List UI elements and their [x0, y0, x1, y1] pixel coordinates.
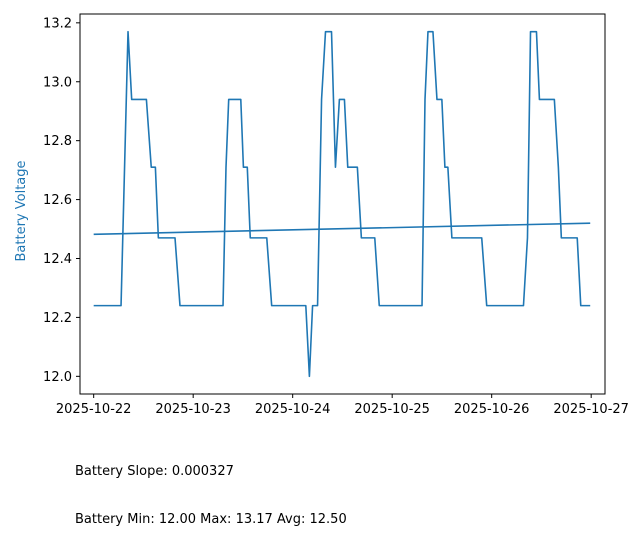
x-tick-label: 2025-10-27 [553, 402, 629, 417]
battery-range-text: Battery Min: 12.00 Max: 13.17 Avg: 12.50 [75, 512, 347, 527]
trend-line [93, 222, 591, 236]
y-tick-label: 12.8 [43, 134, 72, 149]
battery-slope-text: Battery Slope: 0.000327 [75, 464, 234, 479]
plot-frame [79, 13, 606, 395]
y-tick-label: 12.4 [43, 252, 72, 267]
x-tick-label: 2025-10-22 [56, 402, 132, 417]
x-tick-label: 2025-10-24 [255, 402, 331, 417]
y-tick-label: 12.6 [43, 193, 72, 208]
battery-voltage-chart: 2025-10-22 2025-10-23 2025-10-24 2025-10-25… [14, 13, 629, 417]
y-tick-label: 12.2 [43, 311, 72, 326]
y-tick-label: 13.0 [43, 75, 72, 90]
y-axis-label: Battery Voltage [14, 160, 29, 261]
y-tick-label: 13.2 [43, 16, 72, 31]
x-tick-label: 2025-10-26 [454, 402, 530, 417]
y-tick-label: 12.0 [43, 370, 72, 385]
x-tick-label: 2025-10-25 [354, 402, 430, 417]
voltage-line [93, 30, 591, 378]
plot-lines [93, 30, 591, 378]
x-tick-label: 2025-10-23 [155, 402, 231, 417]
x-axis-ticks: 2025-10-22 2025-10-23 2025-10-24 2025-10-25… [56, 394, 629, 417]
stats-panel: Battery Slope: 0.000327 Battery Min: 12.… [75, 432, 347, 544]
y-axis-ticks: 12.0 12.2 12.4 12.6 12.8 13.0 13.2 [43, 16, 80, 385]
